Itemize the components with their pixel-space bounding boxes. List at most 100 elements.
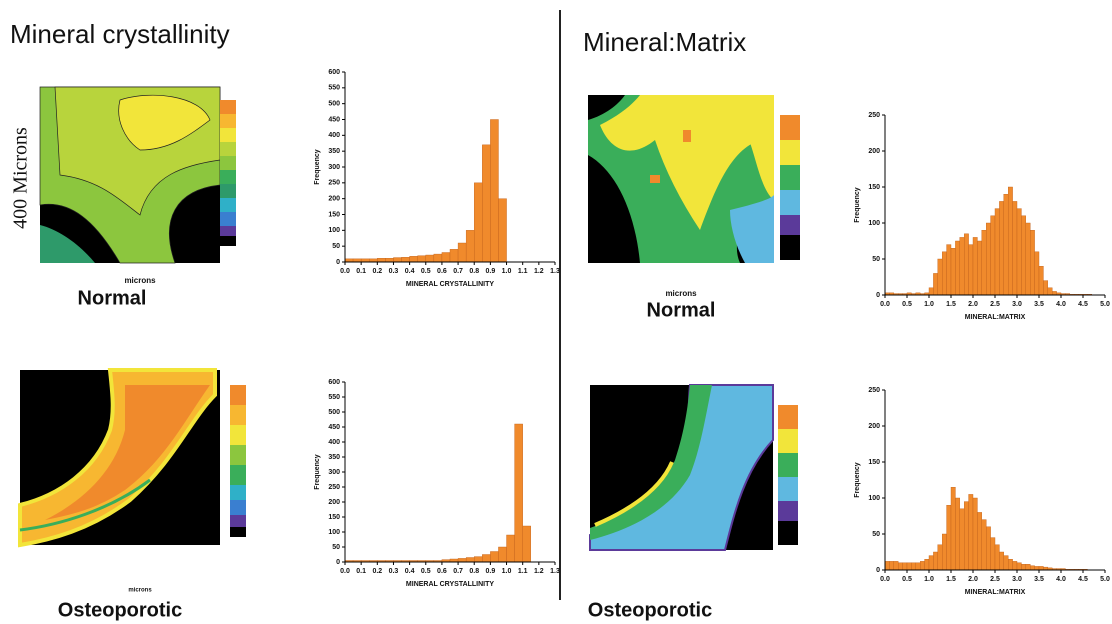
map [40, 87, 220, 263]
histogram-bar [482, 145, 490, 262]
y-tick-label: 500 [328, 409, 340, 416]
histogram-bar [474, 183, 482, 262]
y-tick-label: 450 [328, 424, 340, 431]
y-tick-label: 600 [328, 379, 340, 386]
histogram-bar [951, 248, 955, 295]
histogram-bar [1026, 223, 1030, 295]
x-axis-label: MINERAL:MATRIX [965, 314, 1026, 321]
x-tick-label: 4.5 [1078, 576, 1088, 583]
x-tick-label: 0.7 [453, 268, 463, 275]
y-tick-label: 600 [328, 69, 340, 76]
histogram-bar [925, 559, 929, 570]
x-tick-label: 5.0 [1100, 576, 1110, 583]
y-tick-label: 150 [868, 459, 880, 466]
histogram-bar [999, 552, 1003, 570]
x-tick-label: 4.0 [1056, 301, 1066, 308]
histogram-bar [450, 249, 458, 262]
histogram-bar [894, 561, 898, 570]
x-tick-label: 1.2 [534, 568, 544, 575]
y-tick-label: 350 [328, 454, 340, 461]
histogram-bar [490, 552, 498, 563]
y-tick-label: 200 [868, 423, 880, 430]
x-axis-label: MINERAL CRYSTALLINITY [406, 281, 494, 288]
histogram-bar [466, 230, 474, 262]
histogram-bar [986, 527, 990, 570]
x-tick-label: 1.5 [946, 301, 956, 308]
x-tick-label: 3.0 [1012, 301, 1022, 308]
histogram-bar [1030, 566, 1034, 570]
y-tick-label: 300 [328, 164, 340, 171]
histogram-bar [969, 245, 973, 295]
y-tick-label: 250 [868, 112, 880, 119]
histogram-bar [969, 494, 973, 570]
histogram-bar [402, 257, 410, 262]
x-tick-label: 3.5 [1034, 576, 1044, 583]
x-tick-label: 0.6 [437, 268, 447, 275]
x-tick-label: 0.0 [340, 268, 350, 275]
map-axis-label: microns [128, 588, 152, 594]
y-axis-label: Frequency [854, 187, 861, 223]
histogram-bar [977, 241, 981, 295]
histogram-bar [474, 557, 482, 562]
color-bar [220, 100, 236, 246]
y-tick-label: 150 [328, 211, 340, 218]
histogram-bar [947, 505, 951, 570]
y-tick-label: 250 [868, 387, 880, 394]
histogram-bar [1013, 201, 1017, 295]
x-tick-label: 1.0 [924, 301, 934, 308]
histogram-bar [982, 230, 986, 295]
histogram-bar [898, 563, 902, 570]
histogram-bar [933, 552, 937, 570]
map-axis-label: microns [665, 289, 697, 298]
y-tick-label: 150 [868, 184, 880, 191]
x-tick-label: 1.3 [550, 568, 560, 575]
y-tick-label: 250 [328, 484, 340, 491]
histogram-bar [1013, 561, 1017, 570]
histogram-bar [942, 252, 946, 295]
histogram-bar [977, 512, 981, 570]
map [20, 370, 220, 545]
y-tick-label: 0 [876, 292, 880, 299]
histogram-bar [1030, 230, 1034, 295]
histogram-bar [982, 520, 986, 570]
y-tick-label: 50 [872, 256, 880, 263]
y-axis-label: Frequency [314, 454, 321, 490]
x-tick-label: 1.5 [946, 576, 956, 583]
x-tick-label: 0.3 [389, 568, 399, 575]
map-label: Normal [78, 287, 147, 309]
histogram-bar [1052, 291, 1056, 295]
y-tick-label: 250 [328, 180, 340, 187]
x-tick-label: 3.0 [1012, 576, 1022, 583]
histogram-bar [911, 563, 915, 570]
x-axis-label: MINERAL:MATRIX [965, 589, 1026, 596]
x-tick-label: 3.5 [1034, 301, 1044, 308]
histogram-bar [1008, 187, 1012, 295]
histogram-bar [955, 241, 959, 295]
x-tick-label: 0.8 [469, 268, 479, 275]
histogram-bar [1048, 288, 1052, 295]
color-bar [780, 115, 800, 260]
x-tick-label: 4.0 [1056, 576, 1066, 583]
x-tick-label: 0.5 [421, 268, 431, 275]
histogram-bar [1039, 566, 1043, 570]
map-label: Normal [647, 299, 716, 321]
map-label: Osteoporotic [58, 599, 182, 621]
histogram-bar [393, 258, 401, 262]
x-tick-label: 0.9 [486, 268, 496, 275]
section-title: Mineral:Matrix [583, 27, 746, 57]
x-tick-label: 0.0 [880, 301, 890, 308]
histogram-bar [964, 502, 968, 570]
histogram-bar [1004, 194, 1008, 295]
histogram-bar [1026, 564, 1030, 570]
map-label: Osteoporotic [588, 599, 712, 621]
x-tick-label: 5.0 [1100, 301, 1110, 308]
histogram-bar [964, 234, 968, 295]
histogram-bar [458, 243, 466, 262]
histogram-bar [1021, 216, 1025, 295]
histogram-bar [889, 561, 893, 570]
y-tick-label: 50 [332, 243, 340, 250]
histogram-bar [418, 256, 426, 262]
histogram-bar [1035, 252, 1039, 295]
y-axis-label: Frequency [314, 149, 321, 185]
x-tick-label: 2.0 [968, 576, 978, 583]
